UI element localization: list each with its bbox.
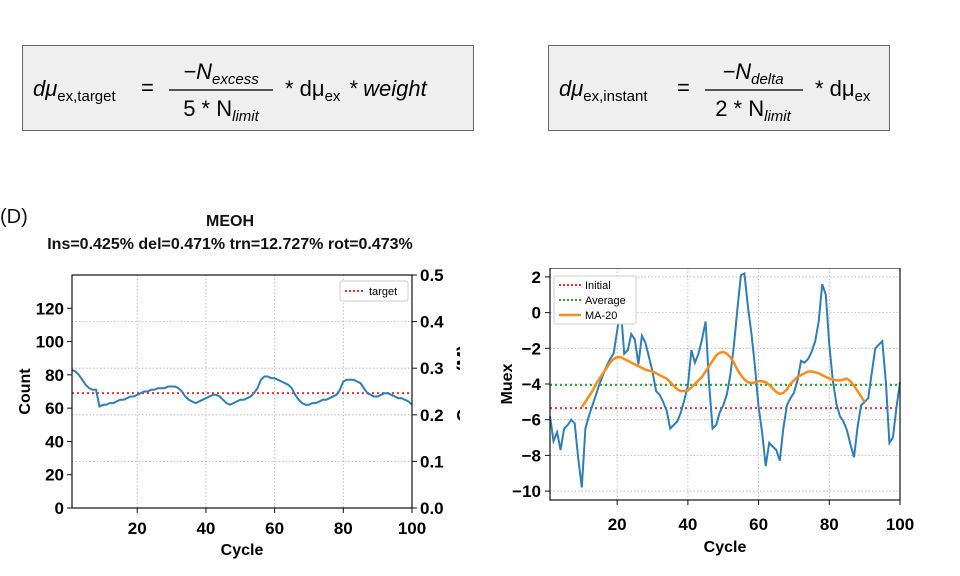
svg-text:−Ndelta: −Ndelta [722,59,783,88]
svg-text:dμex,instant: dμex,instant [559,76,648,105]
svg-text:5 * Nlimit: 5 * Nlimit [183,96,259,125]
y2-axis-label: Conc (M) [454,345,460,422]
y-axis-label: Count [17,368,34,415]
x-tick-label: 80 [820,515,839,534]
y-tick-label: 100 [36,333,64,352]
eq2-numerator: −N [722,59,751,84]
muex-chart: 20 40 60 80 100 −10 −8 −6 −4 −2 0 2 Cycle Muex Initial… [499,268,914,556]
y-axis-label: Muex [499,363,516,404]
y-tick-label: −4 [522,375,542,394]
eq1-lhs: dμ [33,76,57,101]
x-tick-label: 40 [196,519,215,538]
eq1-numerator: −N [183,59,212,84]
y2-tick-label: 0.1 [420,452,444,471]
svg-text:* dμex: * dμex [815,76,871,105]
y-tick-label: 0 [532,304,541,323]
x-tick-label: 80 [334,519,353,538]
svg-text:=: = [141,75,154,100]
legend-box [339,280,409,302]
ma20-series-line [580,350,866,408]
legend-label-target: target [369,286,397,298]
legend-label-ma-20: MA-20 [585,310,617,322]
eq1-den-sub: limit [232,108,259,125]
y2-tick-label: 0.2 [420,406,444,425]
y2-tick-label: 0.3 [420,359,444,378]
x-tick-label: 20 [128,519,147,538]
chart-title: MEOH [206,213,254,230]
x-tick-label: 60 [749,515,768,534]
y-tick-label: 20 [45,466,64,485]
equation-box-instant: dμex,instant = −Ndelta 2 * Nlimit * dμex [548,45,890,131]
x-tick-label: 20 [608,515,627,534]
eq1-denominator: 5 * N [183,96,232,121]
svg-text:−Nexcess: −Nexcess [183,59,259,88]
eq1-tail: * weight [348,76,427,101]
eq2-rhs-sub: ex [855,88,871,105]
y-tick-label: −10 [512,482,541,501]
eq2-den-sub: limit [764,108,791,125]
x-axis-label: Cycle [221,542,264,559]
count-chart: 20 40 60 80 100 0 20 40 60 80 100 120 0.0 0.1 0.2 0.3 0.… [17,268,460,559]
x-tick-label: 40 [678,515,697,534]
y-tick-label: 40 [45,432,64,451]
svg-text:=: = [677,75,690,100]
svg-text:2 * Nlimit: 2 * Nlimit [715,96,791,125]
eq2-num-sub: delta [751,71,784,88]
equation-instant: dμex,instant = −Ndelta 2 * Nlimit * dμex [559,59,871,125]
y-tick-label: 0 [55,499,64,518]
y-tick-label: −6 [522,411,541,430]
x-tick-label: 100 [398,519,426,538]
eq2-denominator: 2 * N [715,96,764,121]
muex-series-line [549,271,901,488]
y2-tick-label: 0.0 [420,499,444,518]
eq2-lhs: dμ [559,76,583,101]
svg-text:* dμex* weight: * dμex * weight [285,76,428,105]
plot-frame [71,274,413,509]
panel-label: (D) [0,206,28,228]
y-tick-label: 120 [36,299,64,318]
y2-tick-label: 0.4 [420,313,444,332]
y-tick-label: 80 [45,366,64,385]
legend-label-initial: Initial [585,280,611,292]
eq1-num-sub: excess [212,71,259,88]
x-axis-label: Cycle [704,539,747,556]
y-tick-label: 2 [532,268,541,287]
eq1-rhs: * dμ [285,76,325,101]
eq2-rhs: * dμ [815,76,855,101]
equation-box-target: dμex,target = −Nexcess 5 * Nlimit * dμex… [22,45,474,131]
legend-label-average: Average [585,295,626,307]
chart-subtitle: Ins=0.425% del=0.471% trn=12.727% rot=0.… [47,236,413,253]
y-tick-label: −2 [522,339,541,358]
eq2-lhs-sub: ex,instant [583,88,648,105]
x-tick-label: 60 [265,519,284,538]
y2-tick-label: 0.5 [420,268,444,285]
legend-box [553,275,637,325]
x-tick-label: 100 [886,515,914,534]
svg-text:dμex,target: dμex,target [33,76,116,105]
count-series-line [71,368,413,408]
eq1-lhs-sub: ex,target [57,88,116,105]
eq1-rhs-sub: ex [325,88,341,105]
y-tick-label: −8 [522,446,541,465]
y-tick-label: 60 [45,399,64,418]
equation-target: dμex,target = −Nexcess 5 * Nlimit * dμex… [33,59,428,125]
